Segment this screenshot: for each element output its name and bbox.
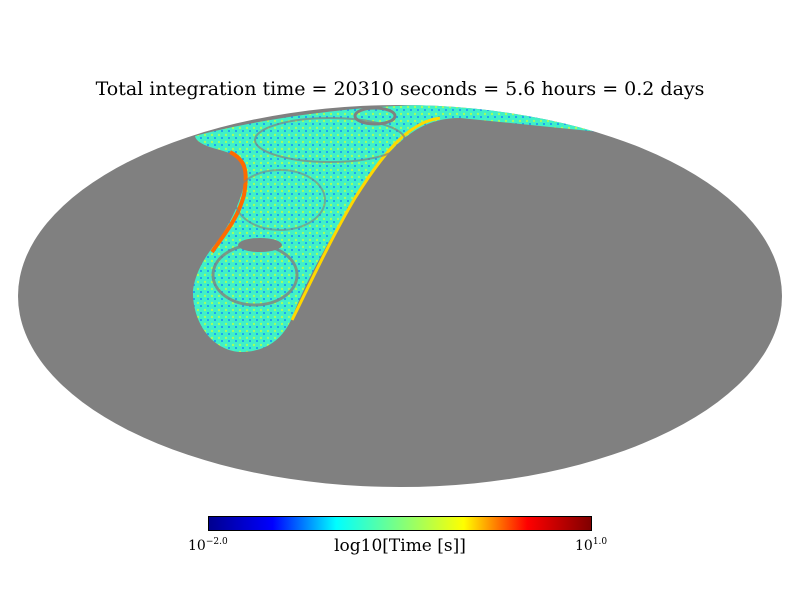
coverage-region [192,105,620,352]
colorbar [208,516,592,531]
colorbar-min-label: 10−2.0 [188,537,228,554]
colorbar-label: log10[Time [s]] [334,536,466,556]
scan-ring-1 [254,117,406,163]
coverage-edge-right [290,116,441,321]
scan-ring-2 [234,169,326,231]
chart-title: Total integration time = 20310 seconds =… [95,78,705,100]
scan-ring-5 [353,106,397,126]
coverage-edge-left [210,150,248,254]
colorbar-max-label: 101.0 [575,537,608,554]
scan-ring-4 [238,238,282,252]
sky-background [18,105,782,487]
